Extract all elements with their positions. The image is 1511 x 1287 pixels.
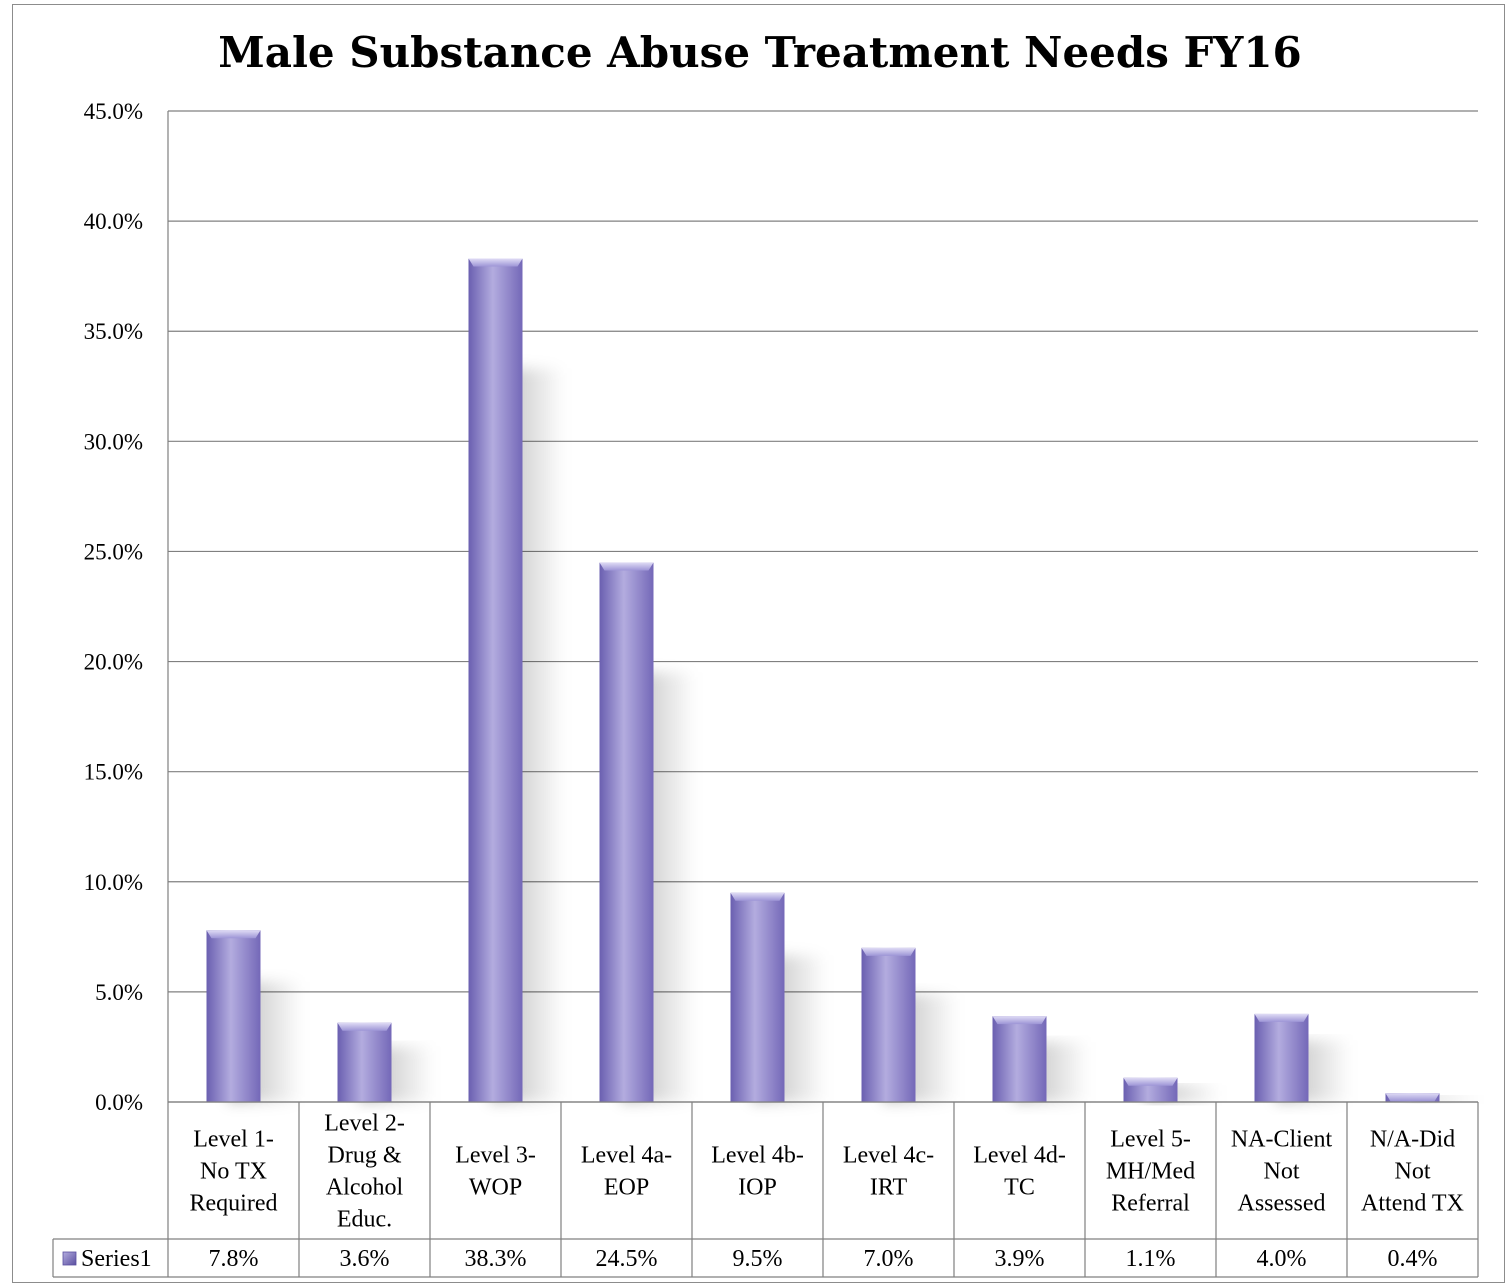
- bar-cap: [861, 947, 916, 956]
- y-tick-label: 15.0%: [84, 760, 143, 785]
- bar: [206, 930, 261, 1102]
- data-value-label: 4.0%: [1257, 1246, 1307, 1272]
- legend-series-name: Series1: [81, 1246, 152, 1272]
- bar-cap: [468, 258, 523, 267]
- bar-cap: [206, 930, 261, 939]
- bar: [337, 1022, 392, 1102]
- data-table: Level 1-No TX Required Level 2-Drug & Alcoh…: [52, 1101, 1479, 1278]
- bar-cap: [599, 562, 654, 571]
- x-category-label: NA-Client Not Assessed: [1231, 1127, 1333, 1217]
- bar-body: [468, 258, 523, 1102]
- data-value-label: 3.9%: [995, 1246, 1045, 1272]
- y-tick-label: 40.0%: [84, 209, 143, 234]
- y-tick-label: 5.0%: [95, 980, 143, 1005]
- data-value-label: 7.0%: [864, 1246, 914, 1272]
- bar: [730, 892, 785, 1102]
- y-axis-ticks: 0.0% 5.0% 10.0% 15.0% 20.0% 25.0% 30.0% 35.0% 40…: [84, 99, 143, 1115]
- bar-body: [1254, 1013, 1309, 1102]
- y-tick-label: 20.0%: [84, 650, 143, 675]
- bar: [992, 1016, 1047, 1102]
- grid-lines: [167, 110, 1478, 1103]
- data-value-label: 38.3%: [465, 1246, 527, 1272]
- x-category-label: Level 4b-IOP: [711, 1143, 804, 1201]
- bar-body: [337, 1022, 392, 1102]
- bar-body: [861, 947, 916, 1102]
- data-value-label: 3.6%: [340, 1246, 390, 1272]
- data-value-label: 24.5%: [596, 1246, 658, 1272]
- x-category-label: Level 2-Drug & Alcohol Educ.: [324, 1111, 405, 1233]
- y-tick-label: 45.0%: [84, 99, 143, 124]
- y-tick-label: 30.0%: [84, 429, 143, 454]
- data-value-label: 0.4%: [1388, 1246, 1438, 1272]
- x-category-label: Level 3-WOP: [455, 1143, 536, 1201]
- bars: [206, 258, 1440, 1102]
- y-tick-label: 0.0%: [95, 1090, 143, 1115]
- bar-cap: [1254, 1013, 1309, 1022]
- x-category-label: Level 4c-IRT: [843, 1143, 934, 1201]
- data-value-label: 1.1%: [1126, 1246, 1176, 1272]
- bar: [599, 562, 654, 1102]
- bar: [1254, 1013, 1309, 1102]
- data-value-label: 9.5%: [733, 1246, 783, 1272]
- bar: [861, 947, 916, 1102]
- y-tick-label: 25.0%: [84, 539, 143, 564]
- x-category-label: Level 4a-EOP: [581, 1143, 672, 1201]
- data-value-label: 7.8%: [209, 1246, 259, 1272]
- bar-body: [206, 930, 261, 1102]
- x-category-label: N/A-Did Not Attend TX: [1361, 1127, 1464, 1217]
- bar-body: [730, 892, 785, 1102]
- bar-cap: [1385, 1093, 1440, 1102]
- bar-shadow: [1407, 1095, 1482, 1102]
- bar-cap: [992, 1016, 1047, 1025]
- bar-cap: [730, 892, 785, 901]
- bar-cap: [337, 1022, 392, 1031]
- bar: [468, 258, 523, 1102]
- x-category-label: Level 1-No TX Required: [190, 1127, 278, 1217]
- y-tick-label: 10.0%: [84, 870, 143, 895]
- bar-body: [992, 1016, 1047, 1102]
- legend-key: [62, 1251, 77, 1266]
- bar: [1123, 1077, 1178, 1102]
- chart-title: Male Substance Abuse Treatment Needs FY1…: [218, 28, 1302, 77]
- x-category-label: Level 4d-TC: [973, 1143, 1066, 1201]
- bar-cap: [1123, 1077, 1178, 1086]
- y-tick-label: 35.0%: [84, 319, 143, 344]
- x-category-label: Level 5-MH/Med Referral: [1106, 1127, 1195, 1217]
- bar-body: [599, 562, 654, 1102]
- bar: [1385, 1093, 1440, 1102]
